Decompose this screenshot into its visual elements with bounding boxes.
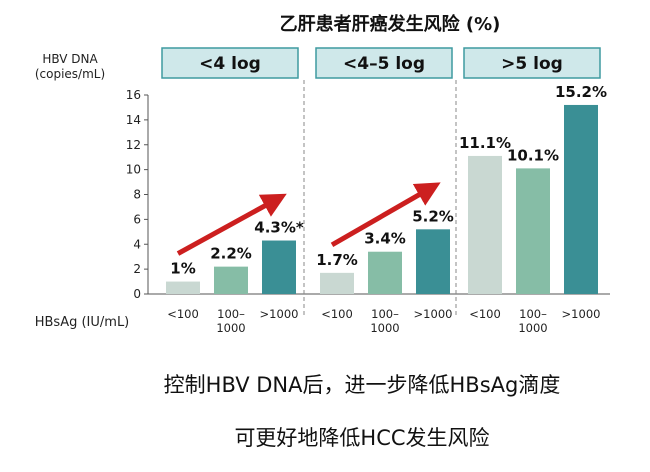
x-tick-label: >1000 (562, 307, 601, 321)
y-tick-label: 2 (133, 262, 141, 276)
bar-value-label: 4.3%* (254, 219, 304, 237)
bar-value-label: 5.2% (412, 207, 454, 225)
x-tick-label: <100 (321, 307, 353, 321)
x-tick-label: 1000 (518, 321, 547, 335)
trend-arrow (176, 193, 287, 256)
x-tick-label: 100– (519, 307, 547, 321)
x-tick-label: 100– (217, 307, 245, 321)
group-header-box (315, 47, 453, 79)
x-tick-label: >1000 (414, 307, 453, 321)
bar (468, 155, 502, 294)
y-tick-label: 4 (133, 237, 141, 251)
y-tick-label: 6 (133, 212, 141, 226)
group-header-box (161, 47, 299, 79)
bar-value-label: 1.7% (316, 251, 358, 269)
bar (262, 240, 296, 294)
group-header-label: >5 log (501, 54, 563, 74)
trend-arrow (330, 182, 441, 248)
bar-value-label: 10.1% (507, 146, 559, 164)
x-tick-label: <100 (469, 307, 501, 321)
y-tick-label: 16 (126, 88, 141, 102)
bar-value-label: 15.2% (555, 83, 607, 101)
bar (320, 272, 354, 294)
bar-value-label: 3.4% (364, 230, 406, 248)
bar (166, 281, 200, 294)
bar (416, 229, 450, 294)
y-tick-label: 0 (133, 287, 141, 301)
y-tick-label: 10 (126, 163, 141, 177)
bar-value-label: 2.2% (210, 245, 252, 263)
x-tick-label: >1000 (260, 307, 299, 321)
bar (214, 266, 248, 294)
x-tick-label: 1000 (370, 321, 399, 335)
bar-value-label: 1% (170, 260, 195, 278)
bar (516, 168, 550, 294)
bar (564, 104, 598, 294)
y-axis-label-line: HBV DNA (42, 52, 98, 66)
group-header-label: <4–5 log (343, 54, 425, 74)
group-header-box (463, 47, 601, 79)
chart-title: 乙肝患者肝癌发生风险 (%) (280, 13, 501, 35)
y-tick-label: 12 (126, 138, 141, 152)
caption-line-1: 控制HBV DNA后，进一步降低HBsAg滴度 (164, 373, 561, 397)
group-header-label: <4 log (199, 54, 261, 74)
x-tick-label: 100– (371, 307, 399, 321)
x-axis-label: HBsAg (IU/mL) (35, 315, 130, 330)
x-tick-label: 1000 (216, 321, 245, 335)
bar (368, 251, 402, 294)
caption-line-2: 可更好地降低HCC发生风险 (234, 426, 489, 450)
x-tick-label: <100 (167, 307, 199, 321)
y-axis-label-line: (copies/mL) (35, 67, 105, 81)
y-tick-label: 14 (126, 113, 141, 127)
y-tick-label: 8 (133, 188, 141, 202)
bar-value-label: 11.1% (459, 134, 511, 152)
